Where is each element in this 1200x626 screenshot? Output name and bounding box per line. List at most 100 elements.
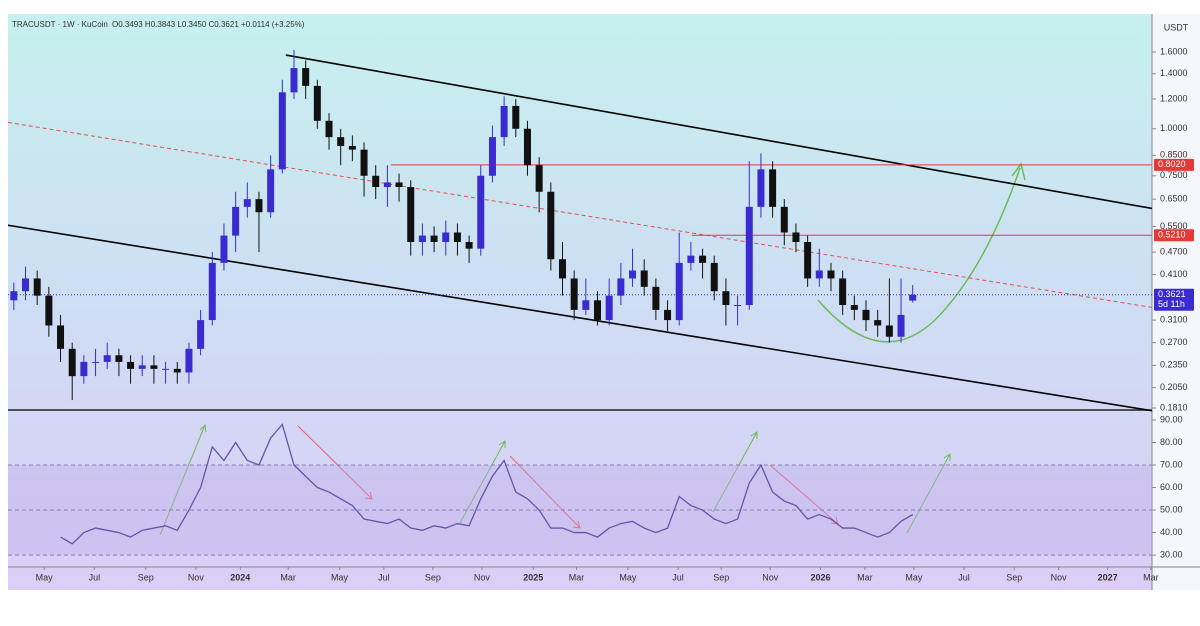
trend-line bbox=[285, 54, 1153, 210]
candle-body bbox=[267, 169, 275, 213]
symbol-title: TRACUSDT · 1W · KuCoin bbox=[12, 20, 108, 29]
candle-body bbox=[383, 182, 391, 188]
candle-body bbox=[348, 145, 356, 150]
candle-body bbox=[255, 199, 263, 213]
candle-body bbox=[477, 175, 485, 249]
x-tick-label: Nov bbox=[762, 572, 779, 582]
candle-body bbox=[103, 355, 111, 362]
candle-body bbox=[722, 291, 730, 306]
candle-body bbox=[699, 255, 707, 263]
cup-arc bbox=[817, 167, 1021, 343]
rsi-line bbox=[60, 423, 914, 545]
x-tick-label: Sep bbox=[713, 572, 729, 582]
trend-line bbox=[7, 224, 1153, 412]
candle-body bbox=[780, 206, 788, 233]
candle-body bbox=[10, 291, 18, 301]
y-tick-label: 40.00 bbox=[1160, 527, 1183, 537]
y-tick-label: 0.2700 bbox=[1160, 337, 1188, 347]
x-tick-label: Nov bbox=[1051, 572, 1068, 582]
arrow bbox=[509, 455, 581, 529]
y-tick-label: 1.4000 bbox=[1160, 68, 1188, 78]
arrow bbox=[297, 425, 373, 500]
x-tick-label: May bbox=[619, 572, 637, 582]
y-tick-label: 0.3100 bbox=[1160, 314, 1188, 324]
y-tick-label: 70.00 bbox=[1160, 459, 1183, 469]
candle-body bbox=[220, 235, 228, 263]
arrow-head bbox=[1011, 162, 1026, 181]
price-tag bbox=[1154, 229, 1194, 242]
candle-body bbox=[815, 270, 823, 279]
candle-body bbox=[909, 294, 917, 301]
x-tick-label: Nov bbox=[474, 572, 491, 582]
x-tick-label: Jul bbox=[378, 572, 390, 582]
candle-body bbox=[453, 232, 461, 243]
rsi-up-arrows bbox=[159, 423, 951, 536]
y-tick-label: 1.2000 bbox=[1160, 93, 1188, 103]
y-tick-label: 1.0000 bbox=[1160, 123, 1188, 133]
candle-body bbox=[185, 348, 193, 373]
x-tick-label: Nov bbox=[188, 572, 205, 582]
y-tick-label: 0.4700 bbox=[1160, 246, 1188, 256]
y-tick-label: 80.00 bbox=[1160, 437, 1183, 447]
x-tick-label: Mar bbox=[857, 572, 873, 582]
y-tick-label: 90.00 bbox=[1160, 414, 1183, 424]
y-tick-label: 50.00 bbox=[1160, 504, 1183, 514]
candle-body bbox=[652, 286, 660, 310]
x-tick-label: Mar bbox=[569, 572, 585, 582]
y-axis-label: USDT bbox=[1164, 22, 1189, 32]
candle-body bbox=[675, 262, 683, 321]
candle-body bbox=[512, 105, 520, 129]
candle-body bbox=[769, 169, 777, 207]
candle-body bbox=[162, 368, 170, 370]
x-tick-label: Jul bbox=[672, 572, 684, 582]
y-tick-label: 0.2350 bbox=[1160, 360, 1188, 370]
candle-body bbox=[500, 105, 508, 138]
candle-body bbox=[232, 206, 240, 236]
candle-body bbox=[804, 242, 812, 279]
candle-body bbox=[325, 120, 333, 138]
candle-body bbox=[874, 320, 882, 326]
candle-body bbox=[687, 255, 695, 263]
candle-body bbox=[197, 320, 205, 349]
candle-body bbox=[278, 92, 286, 170]
candle-body bbox=[68, 348, 76, 377]
arrow bbox=[712, 431, 758, 513]
y-tick-label: 60.00 bbox=[1160, 482, 1183, 492]
x-tick-label: 2027 bbox=[1098, 572, 1118, 582]
candle-body bbox=[664, 309, 672, 321]
candle-body bbox=[594, 300, 602, 321]
candle-body bbox=[850, 305, 858, 310]
x-tick-label: 2025 bbox=[523, 572, 543, 582]
candle-body bbox=[617, 278, 625, 296]
x-tick-label: Sep bbox=[1006, 572, 1022, 582]
x-tick-label: Sep bbox=[138, 572, 154, 582]
candle-body bbox=[827, 270, 835, 279]
candle-body bbox=[523, 128, 531, 166]
x-tick-label: 2024 bbox=[230, 572, 250, 582]
candle-body bbox=[885, 325, 893, 337]
candle-body bbox=[640, 270, 648, 287]
price-tag-label: 0.5210 bbox=[1158, 230, 1186, 240]
y-tick-label: 0.1810 bbox=[1160, 402, 1188, 412]
x-tick-label: Jul bbox=[89, 572, 101, 582]
candle-body bbox=[290, 68, 298, 93]
x-tick-label: Mar bbox=[1143, 572, 1159, 582]
y-tick-label: 0.8500 bbox=[1160, 150, 1188, 160]
candle-body bbox=[839, 278, 847, 306]
candle-body bbox=[360, 149, 368, 176]
y-tick-label: 1.6000 bbox=[1160, 46, 1188, 56]
candle-body bbox=[734, 305, 742, 307]
candle-body bbox=[173, 368, 181, 373]
x-tick-label: May bbox=[905, 572, 923, 582]
price-tag-label: 0.8020 bbox=[1158, 159, 1186, 169]
candle-body bbox=[792, 232, 800, 243]
candle-body bbox=[337, 137, 345, 146]
candle-body bbox=[45, 295, 53, 326]
x-tick-label: May bbox=[36, 572, 54, 582]
y-tick-label: 0.4100 bbox=[1160, 269, 1188, 279]
y-tick-label: 0.2050 bbox=[1160, 382, 1188, 392]
candle-body bbox=[629, 270, 637, 279]
candle-body bbox=[745, 206, 753, 306]
candle-body bbox=[862, 309, 870, 321]
